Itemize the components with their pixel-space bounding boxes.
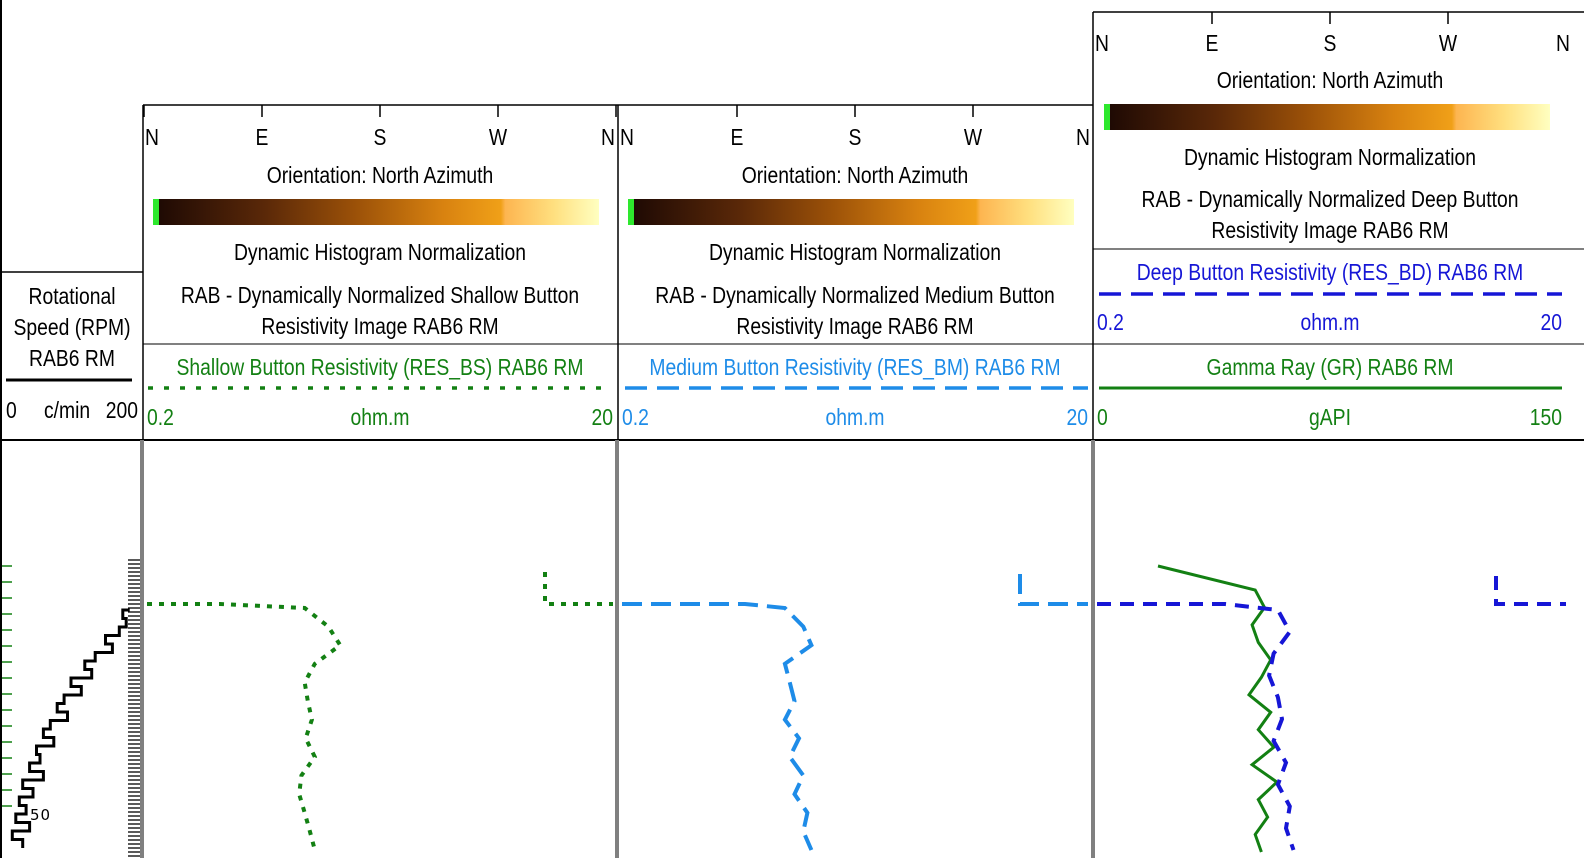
rpm-title-line1: Rotational [28, 283, 116, 309]
scale-unit-deep: ohm.m [1300, 309, 1360, 335]
normalization-label-shallow: Dynamic Histogram Normalization [233, 239, 527, 265]
scale-min-shallow: 0.2 [147, 404, 174, 430]
medium-resistivity-curve [622, 602, 814, 851]
image-title-shallow-line1: RAB - Dynamically Normalized Shallow But… [180, 282, 580, 308]
compass-ticks-medium [736, 105, 974, 117]
colorbar-shallow [153, 199, 599, 225]
compass-n-right-deep: N [1556, 30, 1570, 56]
normalization-label-deep: Dynamic Histogram Normalization [1183, 144, 1477, 170]
medium-wrap-curve [1018, 574, 1088, 606]
compass-n-left-deep: N [1095, 30, 1109, 56]
deep-wrap-curve [1494, 576, 1566, 606]
gamma-ray-curve [1157, 564, 1280, 853]
compass-s-deep: S [1323, 30, 1337, 56]
scale-min-deep: 0.2 [1097, 309, 1124, 335]
colorbar-deep [1104, 104, 1550, 130]
curve-name-shallow: Shallow Button Resistivity (RES_BS) RAB6… [176, 354, 584, 380]
rpm-title-line3: RAB6 RM [29, 345, 115, 371]
rpm-scale-unit: c/min [44, 397, 91, 423]
compass-ticks-shallow [143, 105, 617, 117]
compass-w-medium: W [963, 124, 983, 150]
rpm-scale-max: 200 [105, 397, 138, 423]
image-title-medium-line2: Resistivity Image RAB6 RM [736, 313, 974, 339]
scale-max-deep: 20 [1540, 309, 1562, 335]
compass-e-shallow: E [255, 124, 269, 150]
compass-ticks-deep [1211, 12, 1449, 24]
rpm-curve [10, 608, 130, 848]
compass-s-shallow: S [373, 124, 387, 150]
scale-max-medium: 20 [1066, 404, 1088, 430]
rpm-scale-min: 0 [6, 397, 17, 423]
compass-w-shallow: W [488, 124, 508, 150]
rpm-title-line2: Speed (RPM) [13, 314, 131, 340]
compass-n-right-medium: N [1076, 124, 1090, 150]
depth-label: 50 [30, 806, 52, 824]
orientation-label-deep: Orientation: North Azimuth [1216, 67, 1444, 93]
scale-unit-gamma: gAPI [1309, 404, 1351, 430]
orientation-label-medium: Orientation: North Azimuth [741, 162, 969, 188]
scale-max-shallow: 20 [591, 404, 613, 430]
image-title-deep-line2: Resistivity Image RAB6 RM [1211, 217, 1449, 243]
normalization-label-medium: Dynamic Histogram Normalization [708, 239, 1002, 265]
compass-e-medium: E [730, 124, 744, 150]
scale-min-gamma: 0 [1097, 404, 1108, 430]
deep-resistivity-curve [1097, 602, 1296, 851]
compass-n-left-medium: N [620, 124, 634, 150]
colorbar-medium [628, 199, 1074, 225]
shallow-wrap-curve [543, 572, 613, 606]
scale-unit-shallow: ohm.m [350, 404, 410, 430]
image-title-shallow-line2: Resistivity Image RAB6 RM [261, 313, 499, 339]
compass-w-deep: W [1438, 30, 1458, 56]
curve-name-medium: Medium Button Resistivity (RES_BM) RAB6 … [649, 354, 1061, 380]
image-title-medium-line1: RAB - Dynamically Normalized Medium Butt… [655, 282, 1055, 308]
compass-n-right-shallow: N [601, 124, 615, 150]
orientation-label-shallow: Orientation: North Azimuth [266, 162, 494, 188]
scale-unit-medium: ohm.m [825, 404, 885, 430]
curve-name-gamma: Gamma Ray (GR) RAB6 RM [1206, 354, 1454, 380]
image-title-deep-line1: RAB - Dynamically Normalized Deep Button [1141, 186, 1519, 212]
compass-e-deep: E [1205, 30, 1219, 56]
shallow-resistivity-curve [147, 602, 343, 851]
scale-max-gamma: 150 [1529, 404, 1562, 430]
compass-n-left-shallow: N [145, 124, 159, 150]
compass-s-medium: S [848, 124, 862, 150]
scale-min-medium: 0.2 [622, 404, 649, 430]
curve-name-deep: Deep Button Resistivity (RES_BD) RAB6 RM [1136, 259, 1524, 285]
